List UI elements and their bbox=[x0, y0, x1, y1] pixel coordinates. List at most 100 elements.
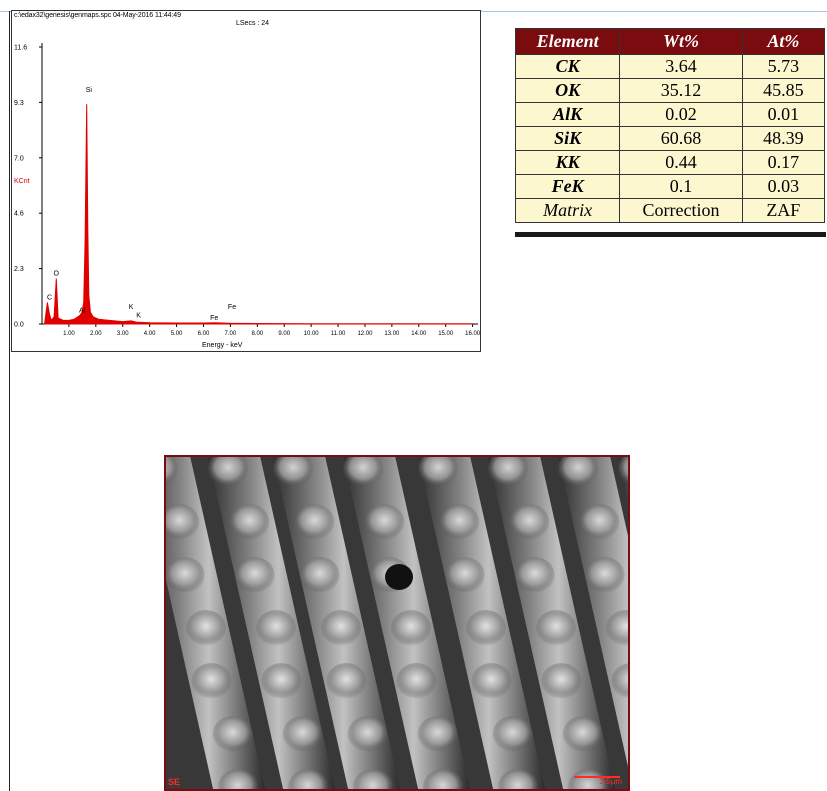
header-wt-percent: Wt% bbox=[620, 29, 742, 55]
sem-cell-bump bbox=[439, 504, 479, 540]
element-cell: FeK bbox=[516, 175, 620, 199]
sem-cell-bump bbox=[213, 716, 253, 752]
peak-label: Al bbox=[79, 308, 86, 315]
sem-cell-bump bbox=[541, 663, 581, 699]
x-tick-label: 1.00 bbox=[63, 331, 75, 337]
x-tick-label: 2.00 bbox=[90, 331, 102, 337]
sem-image bbox=[166, 457, 628, 789]
sem-cell-bump bbox=[256, 610, 296, 646]
x-tick-label: 15.00 bbox=[438, 331, 454, 337]
sem-cell-bump bbox=[391, 610, 431, 646]
table-row: AlK 0.02 0.01 bbox=[516, 103, 825, 127]
wt-cell: 35.12 bbox=[620, 79, 742, 103]
at-cell: 0.03 bbox=[742, 175, 824, 199]
sem-cell-bump bbox=[493, 716, 533, 752]
at-cell: 0.01 bbox=[742, 103, 824, 127]
x-tick-label: 5.00 bbox=[171, 331, 183, 337]
at-cell: 0.17 bbox=[742, 151, 824, 175]
sem-cell-bump bbox=[563, 716, 603, 752]
x-tick-label: 3.00 bbox=[117, 331, 129, 337]
eds-spectrum-panel: c:\edax32\genesis\genmaps.spc 04-May-201… bbox=[11, 10, 481, 352]
table-bottom-rule bbox=[515, 232, 826, 237]
sem-cell-bump bbox=[229, 504, 269, 540]
sem-cell-bump bbox=[364, 504, 404, 540]
spectrum-series-line bbox=[45, 104, 473, 324]
table-row: SiK 60.68 48.39 bbox=[516, 127, 825, 151]
x-tick-label: 7.00 bbox=[225, 331, 237, 337]
sem-cell-bump bbox=[466, 610, 506, 646]
wt-cell: 0.02 bbox=[620, 103, 742, 127]
at-cell: 45.85 bbox=[742, 79, 824, 103]
sem-cell-bump bbox=[235, 557, 275, 593]
sem-pore bbox=[385, 564, 413, 590]
composition-table: Element Wt% At% CK 3.64 5.73 OK 35.12 45… bbox=[515, 28, 825, 223]
at-cell: 48.39 bbox=[742, 127, 824, 151]
sem-cell-bump bbox=[283, 716, 323, 752]
x-tick-label: 11.00 bbox=[331, 331, 346, 337]
peak-label: O bbox=[54, 271, 60, 278]
sem-cell-bump bbox=[294, 504, 334, 540]
y-tick-label: 4.6 bbox=[14, 211, 24, 218]
sem-cell-bump bbox=[348, 716, 388, 752]
element-cell: SiK bbox=[516, 127, 620, 151]
sem-cell-bump bbox=[515, 557, 555, 593]
y-axis-label: KCnt bbox=[14, 178, 30, 185]
x-tick-label: 4.00 bbox=[144, 331, 156, 337]
peak-label: K bbox=[129, 304, 134, 311]
composition-table-wrapper: Element Wt% At% CK 3.64 5.73 OK 35.12 45… bbox=[515, 28, 826, 235]
sem-cell-bump bbox=[191, 663, 231, 699]
element-cell: KK bbox=[516, 151, 620, 175]
sem-micrograph: SE 2.5μm bbox=[164, 455, 630, 791]
y-tick-label: 0.0 bbox=[14, 322, 24, 329]
wt-cell: 0.44 bbox=[620, 151, 742, 175]
element-cell: OK bbox=[516, 79, 620, 103]
left-border-line bbox=[9, 11, 10, 791]
sem-cell-bump bbox=[471, 663, 511, 699]
table-row: FeK 0.1 0.03 bbox=[516, 175, 825, 199]
x-tick-label: 9.00 bbox=[278, 331, 290, 337]
wt-cell: 60.68 bbox=[620, 127, 742, 151]
wt-cell: 3.64 bbox=[620, 55, 742, 79]
sem-cell-bump bbox=[509, 504, 549, 540]
x-tick-label: 13.00 bbox=[384, 331, 400, 337]
at-cell: 5.73 bbox=[742, 55, 824, 79]
element-cell: CK bbox=[516, 55, 620, 79]
sem-detector-tag: SE bbox=[168, 777, 180, 787]
table-row: KK 0.44 0.17 bbox=[516, 151, 825, 175]
sem-cell-bump bbox=[445, 557, 485, 593]
sem-cell-bump bbox=[300, 557, 340, 593]
sem-cell-bump bbox=[579, 504, 619, 540]
sem-cell-bump bbox=[536, 610, 576, 646]
table-row: CK 3.64 5.73 bbox=[516, 55, 825, 79]
sem-cell-bump bbox=[186, 610, 226, 646]
sem-cell-bump bbox=[585, 557, 625, 593]
element-cell: AlK bbox=[516, 103, 620, 127]
x-tick-label: 16.00 bbox=[465, 331, 480, 337]
peak-label: Si bbox=[86, 87, 93, 94]
table-row: OK 35.12 45.85 bbox=[516, 79, 825, 103]
x-tick-label: 14.00 bbox=[411, 331, 427, 337]
sem-cell-bump bbox=[321, 610, 361, 646]
peak-label: Fe bbox=[210, 315, 218, 322]
sem-cell-bump bbox=[418, 716, 458, 752]
sem-cell-bump bbox=[326, 663, 366, 699]
peak-label: K bbox=[136, 312, 141, 319]
y-tick-label: 9.3 bbox=[14, 100, 24, 107]
peak-label: C bbox=[47, 295, 52, 302]
table-row: Matrix Correction ZAF bbox=[516, 199, 825, 223]
y-tick-label: 11.6 bbox=[14, 45, 27, 52]
sem-scale-text: 2.5μm bbox=[600, 777, 622, 786]
x-tick-label: 10.00 bbox=[304, 331, 320, 337]
matrix-label-cell: Matrix bbox=[516, 199, 620, 223]
header-at-percent: At% bbox=[742, 29, 824, 55]
x-tick-label: 12.00 bbox=[357, 331, 373, 337]
sem-cell-bump bbox=[166, 557, 205, 593]
sem-cell-bump bbox=[396, 663, 436, 699]
peak-label: Fe bbox=[228, 304, 236, 311]
sem-cell-bump bbox=[261, 663, 301, 699]
header-element: Element bbox=[516, 29, 620, 55]
table-header-row: Element Wt% At% bbox=[516, 29, 825, 55]
x-tick-label: 8.00 bbox=[251, 331, 263, 337]
y-tick-label: 7.0 bbox=[14, 155, 24, 162]
